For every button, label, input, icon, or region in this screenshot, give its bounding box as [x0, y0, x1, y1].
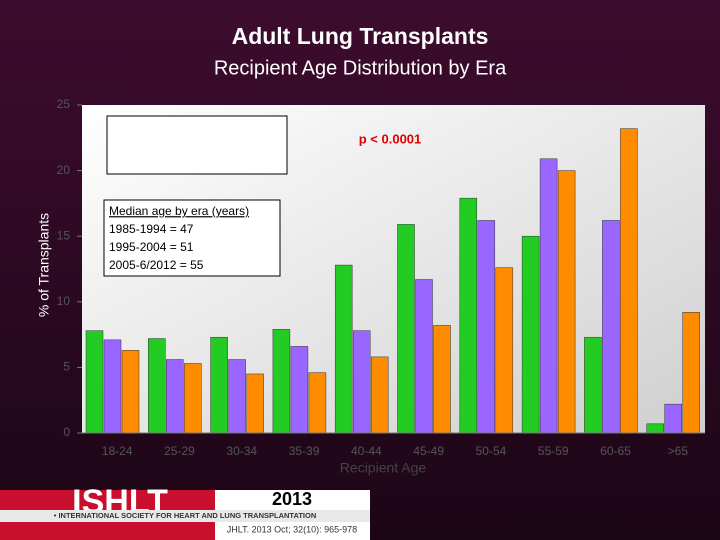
- bar: [352, 330, 371, 434]
- bar: [246, 373, 264, 434]
- bar: [290, 346, 309, 434]
- bar: [495, 267, 514, 434]
- bar: [85, 330, 104, 434]
- bar: [121, 350, 140, 434]
- x-tick-label: 25-29: [164, 444, 195, 458]
- x-tick-label: 30-34: [226, 444, 257, 458]
- y-tick-label: 0: [63, 425, 70, 439]
- y-tick-label: 5: [63, 360, 70, 374]
- bar: [602, 220, 620, 434]
- society-band: [0, 510, 370, 522]
- bar: [210, 336, 228, 434]
- y-tick-label: 10: [57, 294, 71, 308]
- bar: [166, 359, 184, 434]
- citation: JHLT. 2013 Oct; 32(10): 965-978: [227, 524, 357, 534]
- legend: [106, 115, 288, 175]
- bar: [664, 403, 682, 434]
- bar: [521, 235, 540, 434]
- annotation: p < 0.0001: [359, 131, 422, 146]
- bar: [272, 329, 291, 434]
- median-title: Median age by era (years): [109, 204, 249, 218]
- y-tick-label: 25: [57, 97, 71, 111]
- y-tick-label: 15: [57, 228, 71, 242]
- median-box: [103, 199, 281, 277]
- median-line: 1995-2004 = 51: [109, 240, 194, 254]
- chart-title: Adult Lung Transplants: [232, 23, 489, 49]
- bar: [477, 220, 496, 434]
- bar: [148, 338, 166, 434]
- y-axis-label: % of Transplants: [36, 213, 52, 317]
- x-tick-label: 60-65: [600, 444, 631, 458]
- bar: [433, 325, 451, 434]
- x-tick-label: 50-54: [476, 444, 507, 458]
- bar: [557, 170, 576, 434]
- plot: 0 5 10 15 20 25 18-24 25-29 30-34 35-39 40-44 45-49…: [57, 97, 705, 458]
- bar: [103, 339, 122, 434]
- bar: [646, 423, 664, 434]
- bar: [682, 312, 700, 434]
- bar: [459, 197, 478, 434]
- bar: [184, 363, 202, 434]
- bar: [415, 279, 433, 434]
- bar: [620, 128, 638, 434]
- year: 2013: [272, 489, 312, 509]
- x-tick-label: 55-59: [538, 444, 569, 458]
- society: • INTERNATIONAL SOCIETY FOR HEART AND LU…: [54, 511, 316, 520]
- bar: [370, 356, 389, 434]
- x-axis-label: Recipient Age: [340, 460, 427, 476]
- year-box: [215, 490, 370, 510]
- x-tick-label: 40-44: [351, 444, 382, 458]
- bar: [308, 372, 327, 434]
- median-line: 1985-1994 = 47: [109, 222, 194, 236]
- bar: [539, 158, 558, 434]
- median-line: 2005-6/2012 = 55: [109, 258, 204, 272]
- x-tick-label: 45-49: [413, 444, 444, 458]
- x-tick-label: 35-39: [289, 444, 320, 458]
- bar: [397, 224, 415, 434]
- chart-subtitle: Recipient Age Distribution by Era: [214, 57, 507, 79]
- citation-box: [215, 522, 370, 540]
- bar: [584, 336, 602, 434]
- bar: [334, 264, 353, 434]
- x-tick-label: 18-24: [102, 444, 133, 458]
- x-tick-label: >65: [668, 444, 689, 458]
- bar: [228, 359, 246, 434]
- y-tick-label: 20: [57, 163, 71, 177]
